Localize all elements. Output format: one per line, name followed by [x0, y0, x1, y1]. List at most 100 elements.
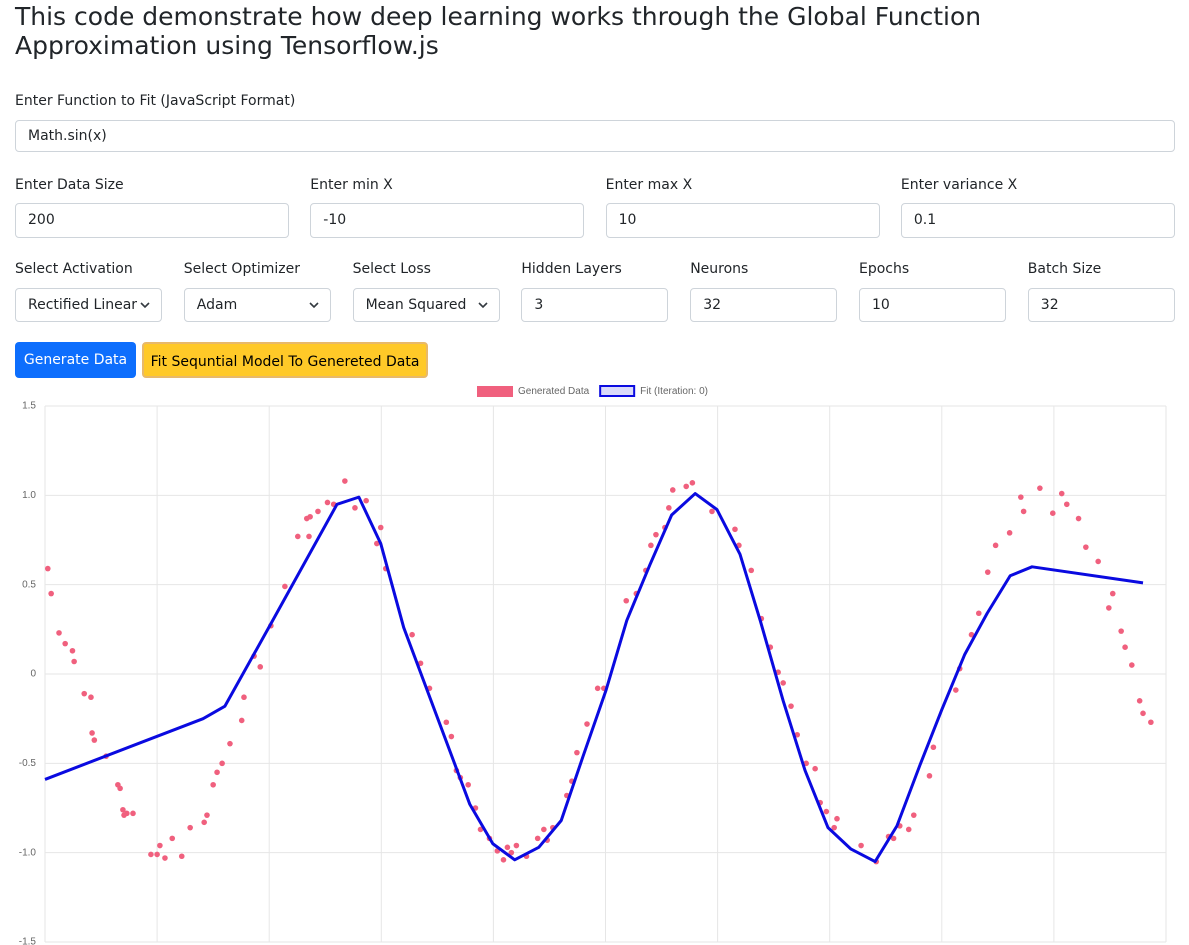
data-point: [683, 483, 690, 490]
text-input[interactable]: -10: [310, 203, 585, 238]
data-point: [154, 851, 160, 858]
page-title: This code demonstrate how deep learning …: [15, 2, 982, 60]
data-point: [324, 499, 331, 506]
text-input[interactable]: Math.sin(x): [15, 120, 1175, 152]
field-label: Epochs: [859, 261, 910, 277]
data-point: [748, 567, 755, 574]
data-point: [666, 505, 672, 511]
data-point: [187, 824, 193, 831]
data-point: [214, 769, 220, 776]
data-point: [834, 815, 840, 822]
y-tick-label: -0.5: [19, 758, 37, 769]
chart: 1.5 1.0 0.5 0 -0.5 -1.0 -1.5 Generated Data Fit …: [19, 385, 1167, 945]
data-point: [204, 812, 210, 818]
data-point: [307, 513, 313, 520]
text-input[interactable]: 10: [605, 203, 880, 238]
data-point: [574, 749, 580, 756]
data-point: [477, 826, 484, 833]
data-point: [1063, 501, 1070, 508]
text-input[interactable]: 32: [690, 288, 838, 322]
text-input[interactable]: 200: [15, 203, 289, 238]
data-point: [409, 631, 415, 638]
data-point: [117, 785, 123, 792]
data-point: [500, 857, 507, 863]
data-point: [219, 760, 225, 767]
data-point: [1095, 558, 1101, 565]
data-point: [45, 565, 51, 572]
text-input[interactable]: 10: [859, 288, 1006, 322]
field-label: Enter max X: [605, 177, 693, 193]
data-point: [1020, 508, 1027, 515]
data-point: [623, 597, 630, 604]
select[interactable]: Mean Squared: [352, 288, 500, 322]
text-input[interactable]: 3: [521, 288, 669, 322]
data-point: [1122, 644, 1128, 650]
data-point: [1049, 510, 1056, 516]
data-point: [91, 737, 98, 743]
data-point: [648, 542, 654, 549]
data-point: [1006, 530, 1013, 536]
data-point: [178, 853, 185, 860]
legend-label: Fit (Iteration: 0): [640, 386, 708, 397]
button[interactable]: Fit Sequntial Model To Genereted Data: [142, 342, 428, 378]
data-point: [201, 819, 207, 826]
data-point: [120, 806, 126, 813]
data-point: [81, 690, 88, 697]
field-label: Neurons: [690, 261, 749, 277]
data-point: [504, 844, 511, 851]
chevron: [309, 302, 319, 309]
data-point: [448, 733, 455, 740]
data-point: [1058, 490, 1065, 497]
data-point: [968, 631, 975, 638]
data-point: [465, 781, 471, 788]
text-input[interactable]: 0.1: [900, 203, 1175, 238]
data-point: [363, 497, 369, 504]
data-point: [227, 740, 233, 747]
data-point: [352, 505, 358, 511]
data-point: [71, 658, 77, 665]
y-tick-label: -1.5: [19, 937, 37, 945]
data-point: [1037, 485, 1043, 491]
button[interactable]: Generate Data: [15, 342, 136, 378]
data-point: [858, 842, 864, 849]
select[interactable]: Adam: [183, 288, 331, 322]
field-label: Select Loss: [352, 261, 431, 277]
data-point: [56, 630, 62, 636]
data-point: [1118, 628, 1124, 634]
data-point: [130, 810, 136, 817]
data-point: [732, 526, 738, 533]
data-point: [930, 744, 937, 751]
data-point: [689, 480, 696, 486]
data-point: [1083, 544, 1089, 550]
legend-swatch: [477, 386, 513, 397]
data-point: [124, 810, 130, 817]
data-point: [241, 694, 247, 701]
data-point: [513, 842, 520, 849]
data-point: [210, 781, 216, 788]
text-input[interactable]: 32: [1027, 288, 1175, 322]
data-point: [89, 730, 95, 736]
data-point: [1129, 662, 1135, 668]
data-point: [534, 835, 541, 842]
data-point: [62, 640, 68, 647]
data-point: [831, 824, 837, 831]
data-point: [975, 610, 982, 617]
data-point: [926, 773, 933, 779]
chevron: [140, 302, 150, 309]
data-point: [984, 569, 991, 575]
data-point: [1148, 719, 1154, 726]
y-tick-label: 1.5: [22, 401, 36, 412]
data-point: [1136, 698, 1143, 704]
field-label: Batch Size: [1027, 261, 1102, 277]
legend-swatch: [599, 385, 636, 397]
data-point: [443, 719, 450, 726]
select[interactable]: Rectified Linear: [15, 288, 162, 322]
data-point: [342, 478, 348, 484]
data-point: [48, 590, 54, 597]
data-point: [282, 583, 288, 590]
data-point: [992, 542, 999, 549]
data-point: [890, 835, 897, 842]
data-point: [780, 680, 786, 686]
legend-label: Generated Data: [518, 386, 590, 397]
